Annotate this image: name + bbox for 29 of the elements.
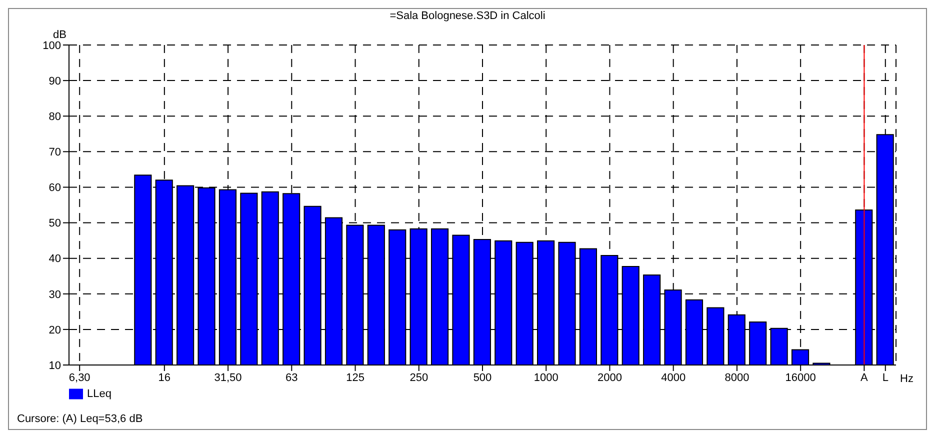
text: Cursore: (A) Leq=53,6 dB: [17, 413, 143, 425]
y-tick-label: 40: [48, 253, 61, 266]
x-tick-label: 31,50: [214, 372, 242, 384]
y-tick-label: 20: [48, 324, 61, 336]
x-tick-label: 125: [346, 372, 364, 384]
x-tick-label: 250: [410, 372, 428, 384]
x-tick-label: 4000: [661, 372, 686, 384]
x-tick-label: 6,30: [68, 372, 90, 384]
y-tick-label: 60: [48, 182, 61, 194]
x-tick-label: 8000: [724, 372, 750, 384]
x-tick-label: 500: [473, 372, 492, 384]
x-tick-label: 2000: [597, 372, 622, 384]
x-tick-label: 16: [158, 372, 171, 384]
x-tick-label: 63: [286, 372, 298, 384]
y-axis-title: dB: [53, 29, 66, 41]
y-tick-label: 70: [48, 146, 61, 159]
x-tick-label: A: [860, 372, 869, 384]
x-tick-label: 16000: [785, 372, 816, 384]
y-tick-label: 80: [48, 111, 61, 124]
x-tick-label: L: [882, 372, 888, 384]
x-axis-title: Hz: [900, 373, 914, 385]
chart-title: =Sala Bolognese.S3D in Calcoli: [388, 10, 546, 22]
y-tick-label: 100: [42, 40, 61, 52]
y-tick-label: 90: [48, 75, 61, 88]
y-tick-label: 50: [48, 218, 61, 230]
legend-label: LLeq: [87, 388, 112, 400]
y-tick-label: 10: [48, 360, 61, 372]
x-tick-label: 1000: [534, 372, 558, 384]
y-tick-label: 30: [48, 288, 61, 301]
